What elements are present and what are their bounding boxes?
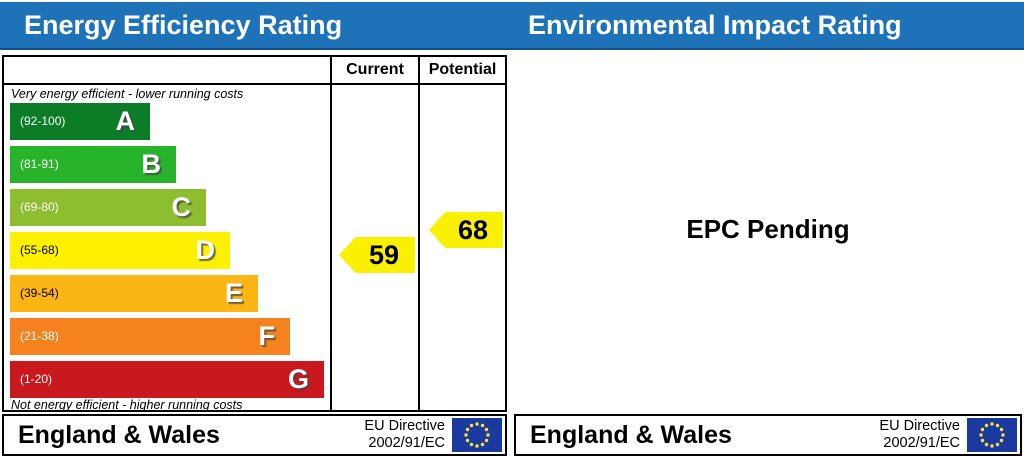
band-c-letter: C bbox=[171, 192, 192, 222]
band-b-letter: B bbox=[141, 149, 162, 179]
environmental-impact-title: Environmental Impact Rating bbox=[528, 10, 902, 40]
eu-directive-line1: EU Directive bbox=[364, 418, 445, 434]
eu-flag-icon bbox=[967, 418, 1017, 452]
band-e: (39-54) E bbox=[10, 275, 258, 312]
eu-flag-icon bbox=[452, 418, 502, 452]
epc-pending-status: EPC Pending bbox=[686, 214, 850, 244]
potential-rating-arrow: 68 bbox=[429, 212, 503, 248]
eu-directive-line1: EU Directive bbox=[879, 418, 960, 434]
band-e-letter: E bbox=[224, 278, 243, 308]
band-f-letter: F bbox=[258, 321, 276, 351]
top-note: Very energy efficient - lower running co… bbox=[11, 87, 244, 101]
current-column-divider bbox=[330, 57, 332, 410]
band-b: (81-91) B bbox=[10, 146, 176, 183]
band-c-range: (69-80) bbox=[20, 200, 59, 214]
band-g-range: (1-20) bbox=[20, 372, 53, 386]
region-label: England & Wales bbox=[18, 421, 220, 449]
eu-directive-line2: 2002/91/EC bbox=[368, 435, 445, 451]
band-b-range: (81-91) bbox=[20, 157, 59, 171]
header-bar: Energy Efficiency Rating Environmental I… bbox=[0, 2, 1024, 50]
rating-bands: (92-100) A (81-91) B (69-80) C (55-68) D… bbox=[10, 103, 326, 404]
potential-column-divider bbox=[418, 57, 420, 410]
energy-efficiency-chart: Current Potential Very energy efficient … bbox=[2, 55, 507, 412]
band-g-letter: G bbox=[287, 364, 309, 394]
band-a: (92-100) A bbox=[10, 103, 150, 140]
band-f-range: (21-38) bbox=[20, 329, 59, 343]
band-d-range: (55-68) bbox=[20, 243, 59, 257]
band-c: (69-80) C bbox=[10, 189, 206, 226]
band-d-letter: D bbox=[195, 235, 216, 265]
band-a-letter: A bbox=[115, 106, 136, 136]
band-a-range: (92-100) bbox=[20, 114, 66, 128]
eu-directive-label: EU Directive 2002/91/EC bbox=[364, 418, 445, 452]
band-e-range: (39-54) bbox=[20, 286, 59, 300]
band-f: (21-38) F bbox=[10, 318, 290, 355]
table-header-divider bbox=[4, 83, 505, 85]
right-footer: England & Wales EU Directive 2002/91/EC bbox=[514, 414, 1022, 456]
band-d: (55-68) D bbox=[10, 232, 230, 269]
eu-directive-label: EU Directive 2002/91/EC bbox=[879, 418, 960, 452]
potential-column-header: Potential bbox=[428, 61, 497, 78]
eu-directive-line2: 2002/91/EC bbox=[883, 435, 960, 451]
current-column-header: Current bbox=[346, 61, 404, 78]
left-footer: England & Wales EU Directive 2002/91/EC bbox=[2, 414, 507, 456]
current-rating-arrow: 59 bbox=[339, 237, 415, 273]
bottom-note: Not energy efficient - higher running co… bbox=[11, 398, 243, 412]
band-g: (1-20) G bbox=[10, 361, 324, 398]
energy-efficiency-title: Energy Efficiency Rating bbox=[24, 10, 343, 40]
region-label: England & Wales bbox=[530, 421, 732, 449]
